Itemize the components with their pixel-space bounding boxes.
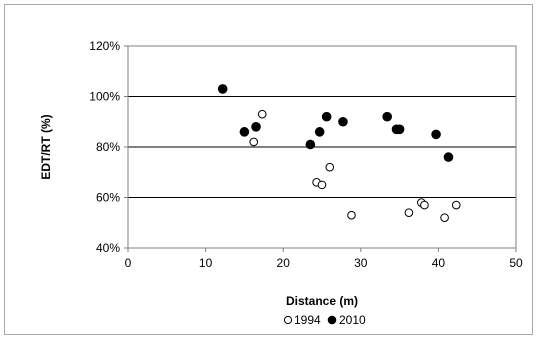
data-point-2010 bbox=[431, 129, 441, 140]
x-tick-label: 10 bbox=[199, 256, 213, 270]
y-tick-label: 60% bbox=[96, 191, 120, 205]
legend-label-1994: 1994 bbox=[294, 313, 321, 327]
y-tick-label: 40% bbox=[96, 241, 120, 255]
data-point-1994 bbox=[317, 180, 327, 190]
legend-label-2010: 2010 bbox=[339, 313, 366, 327]
y-axis-ticks: 40% 60% 80% 100% 120% bbox=[89, 39, 128, 255]
data-point-1994 bbox=[249, 137, 259, 147]
data-point-2010 bbox=[239, 127, 250, 137]
x-tick-label: 40 bbox=[432, 256, 446, 270]
y-tick-label: 80% bbox=[96, 140, 120, 154]
x-axis-ticks: 0 10 20 30 40 50 bbox=[125, 248, 523, 270]
chart-frame bbox=[4, 4, 533, 335]
data-point-2010 bbox=[443, 152, 454, 162]
x-tick-label: 0 bbox=[125, 256, 132, 270]
legend: 1994 2010 bbox=[283, 313, 366, 327]
x-tick-label: 30 bbox=[354, 256, 368, 270]
gridlines bbox=[128, 96, 516, 198]
data-point-1994 bbox=[325, 162, 335, 172]
x-axis-title: Distance (m) bbox=[286, 294, 358, 308]
y-tick-label: 120% bbox=[89, 39, 120, 53]
data-point-1994 bbox=[440, 213, 449, 222]
x-tick-label: 20 bbox=[277, 256, 291, 270]
data-point-2010 bbox=[321, 111, 332, 122]
data-point-2010 bbox=[394, 124, 405, 135]
data-points bbox=[217, 84, 461, 222]
y-axis-title: EDT/RT (%) bbox=[39, 114, 53, 179]
data-point-2010 bbox=[338, 116, 348, 127]
data-point-1994 bbox=[404, 208, 414, 217]
data-point-2010 bbox=[314, 127, 325, 137]
data-point-1994 bbox=[420, 200, 429, 210]
data-point-1994 bbox=[257, 109, 267, 119]
y-tick-label: 100% bbox=[89, 90, 120, 104]
data-point-2010 bbox=[217, 84, 228, 94]
data-point-1994 bbox=[451, 200, 461, 210]
data-point-1994 bbox=[347, 210, 356, 220]
legend-marker-1994 bbox=[283, 315, 293, 325]
data-point-2010 bbox=[382, 111, 392, 122]
data-point-2010 bbox=[305, 139, 316, 150]
data-point-2010 bbox=[251, 122, 261, 132]
legend-marker-2010 bbox=[327, 315, 337, 325]
x-tick-label: 50 bbox=[509, 256, 523, 270]
